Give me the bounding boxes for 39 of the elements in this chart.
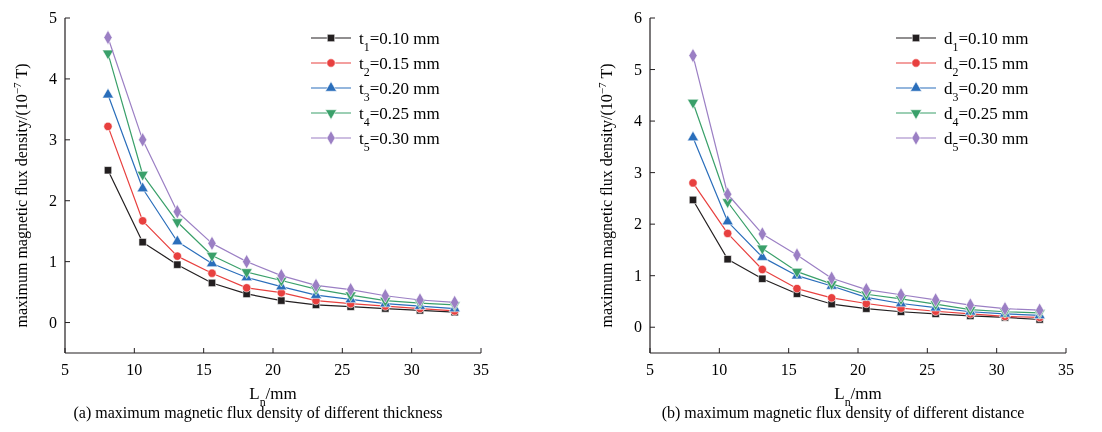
legend-label: d$_{1}$=0.10 mm bbox=[944, 29, 1029, 54]
legend-label: t$_{4}$=0.25 mm bbox=[359, 104, 440, 129]
y-tick-label: 5 bbox=[49, 9, 57, 26]
y-tick-label: 4 bbox=[49, 69, 57, 87]
y-tick-label: 1 bbox=[49, 252, 57, 270]
legend-label: t$_{2}$=0.15 mm bbox=[359, 54, 440, 79]
legend-label: t$_{3}$=0.20 mm bbox=[359, 79, 440, 104]
y-tick-label: 3 bbox=[634, 163, 642, 181]
x-tick-label: 30 bbox=[403, 361, 420, 378]
legend-label: d$_{3}$=0.20 mm bbox=[944, 79, 1029, 104]
legend-label: d$_{5}$=0.30 mm bbox=[944, 129, 1029, 154]
y-tick-label: 2 bbox=[49, 191, 57, 209]
text: (a) maximum magnetic flux density of different thickness bbox=[73, 404, 443, 422]
legend-label: d$_{4}$=0.25 mm bbox=[944, 104, 1029, 129]
legend-label: t$_{5}$=0.30 mm bbox=[359, 129, 440, 154]
x-tick-label: 15 bbox=[780, 361, 797, 378]
x-tick-label: 5 bbox=[646, 361, 654, 378]
y-tick-label: 3 bbox=[49, 130, 57, 148]
y-tick-label: 0 bbox=[634, 318, 642, 336]
x-tick-label: 20 bbox=[850, 361, 866, 378]
legend-label: t$_{1}$=0.10 mm bbox=[359, 29, 440, 54]
x-tick-label: 35 bbox=[473, 361, 489, 378]
x-tick-label: 10 bbox=[711, 361, 728, 378]
x-tick-label: 35 bbox=[1058, 361, 1074, 378]
x-tick-label: 25 bbox=[919, 361, 936, 378]
y-tick-label: 5 bbox=[634, 60, 642, 78]
y-tick-label: 6 bbox=[634, 9, 642, 26]
legend-label: d$_{2}$=0.15 mm bbox=[944, 54, 1029, 79]
y-tick-label: 0 bbox=[49, 313, 57, 331]
x-tick-label: 25 bbox=[334, 361, 351, 378]
x-tick-label: 10 bbox=[126, 361, 143, 378]
y-tick-label: 2 bbox=[634, 215, 642, 233]
x-tick-label: 20 bbox=[265, 361, 281, 378]
x-tick-label: 5 bbox=[61, 361, 69, 378]
x-tick-label: 15 bbox=[195, 361, 212, 378]
y-tick-label: 1 bbox=[634, 266, 642, 284]
x-tick-label: 30 bbox=[988, 361, 1005, 378]
y-tick-label: 4 bbox=[634, 112, 642, 130]
text: (b) maximum magnetic flux density of different distance bbox=[661, 404, 1025, 422]
